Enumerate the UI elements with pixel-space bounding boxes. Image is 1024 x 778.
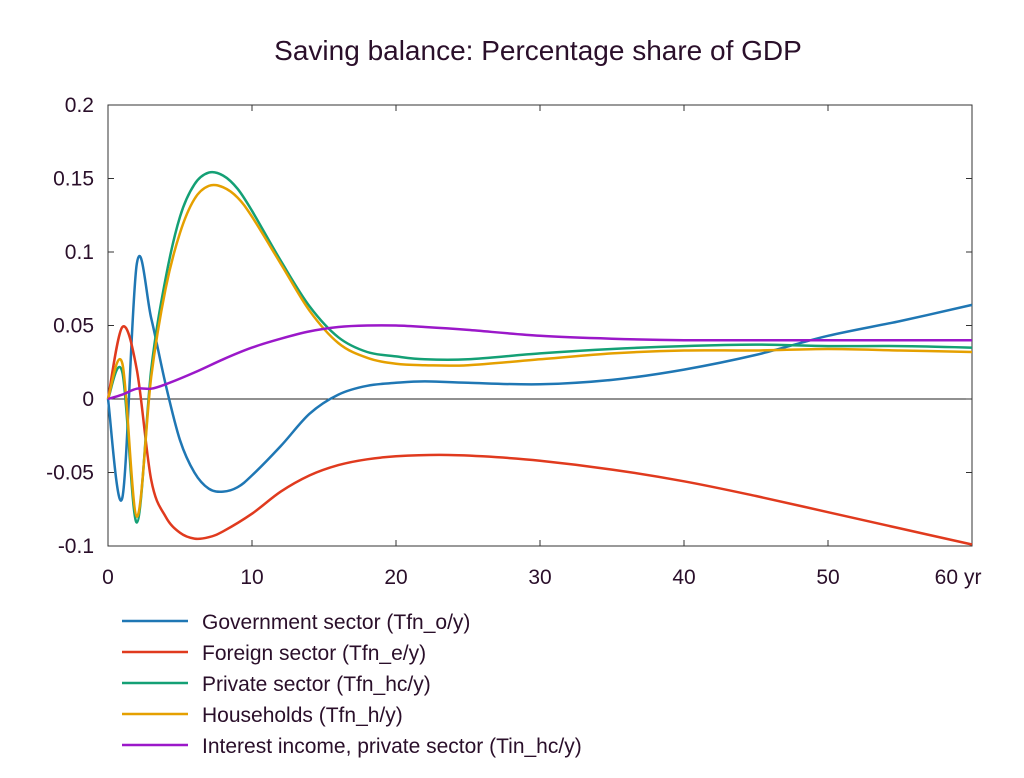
y-tick-label: 0	[82, 388, 94, 411]
series-line-3	[106, 170, 973, 524]
legend-label-2: Foreign sector (Tfn_e/y)	[202, 642, 426, 665]
y-tick-label: 0.05	[53, 315, 94, 338]
y-tick-label: -0.05	[46, 462, 94, 485]
legend-label-4: Households (Tfn_h/y)	[202, 704, 403, 727]
x-tick-label: 60	[935, 566, 958, 589]
x-tick-label: 20	[384, 566, 407, 589]
y-tick-label: 0.1	[65, 241, 94, 264]
series-line-5	[107, 324, 972, 401]
series-line-1	[106, 254, 973, 502]
y-axis: 0.2 0.15 0.1 0.05 0 -0.05 -0.1	[46, 94, 972, 558]
series-line-2	[106, 325, 973, 546]
chart-title: Saving balance: Percentage share of GDP	[274, 35, 802, 66]
plot-frame	[107, 104, 973, 547]
y-tick-label: 0.15	[53, 168, 94, 191]
series-line-4	[106, 183, 973, 518]
x-tick-label: 40	[672, 566, 695, 589]
legend-label-3: Private sector (Tfn_hc/y)	[202, 673, 431, 696]
series-layer	[106, 170, 973, 546]
y-tick-label: 0.2	[65, 94, 94, 117]
x-axis: 0 10 20 30 40 50 60 yr	[102, 105, 982, 589]
x-tick-label: 0	[102, 566, 114, 589]
y-tick-label: -0.1	[58, 535, 94, 558]
x-tick-label: 30	[528, 566, 551, 589]
legend: Government sector (Tfn_o/y) Foreign secto…	[122, 611, 582, 758]
x-tick-label: 50	[816, 566, 839, 589]
x-tick-label: 10	[240, 566, 263, 589]
legend-label-5: Interest income, private sector (Tin_hc/…	[202, 735, 582, 758]
legend-label-1: Government sector (Tfn_o/y)	[202, 611, 470, 634]
x-unit-label: yr	[964, 566, 982, 589]
